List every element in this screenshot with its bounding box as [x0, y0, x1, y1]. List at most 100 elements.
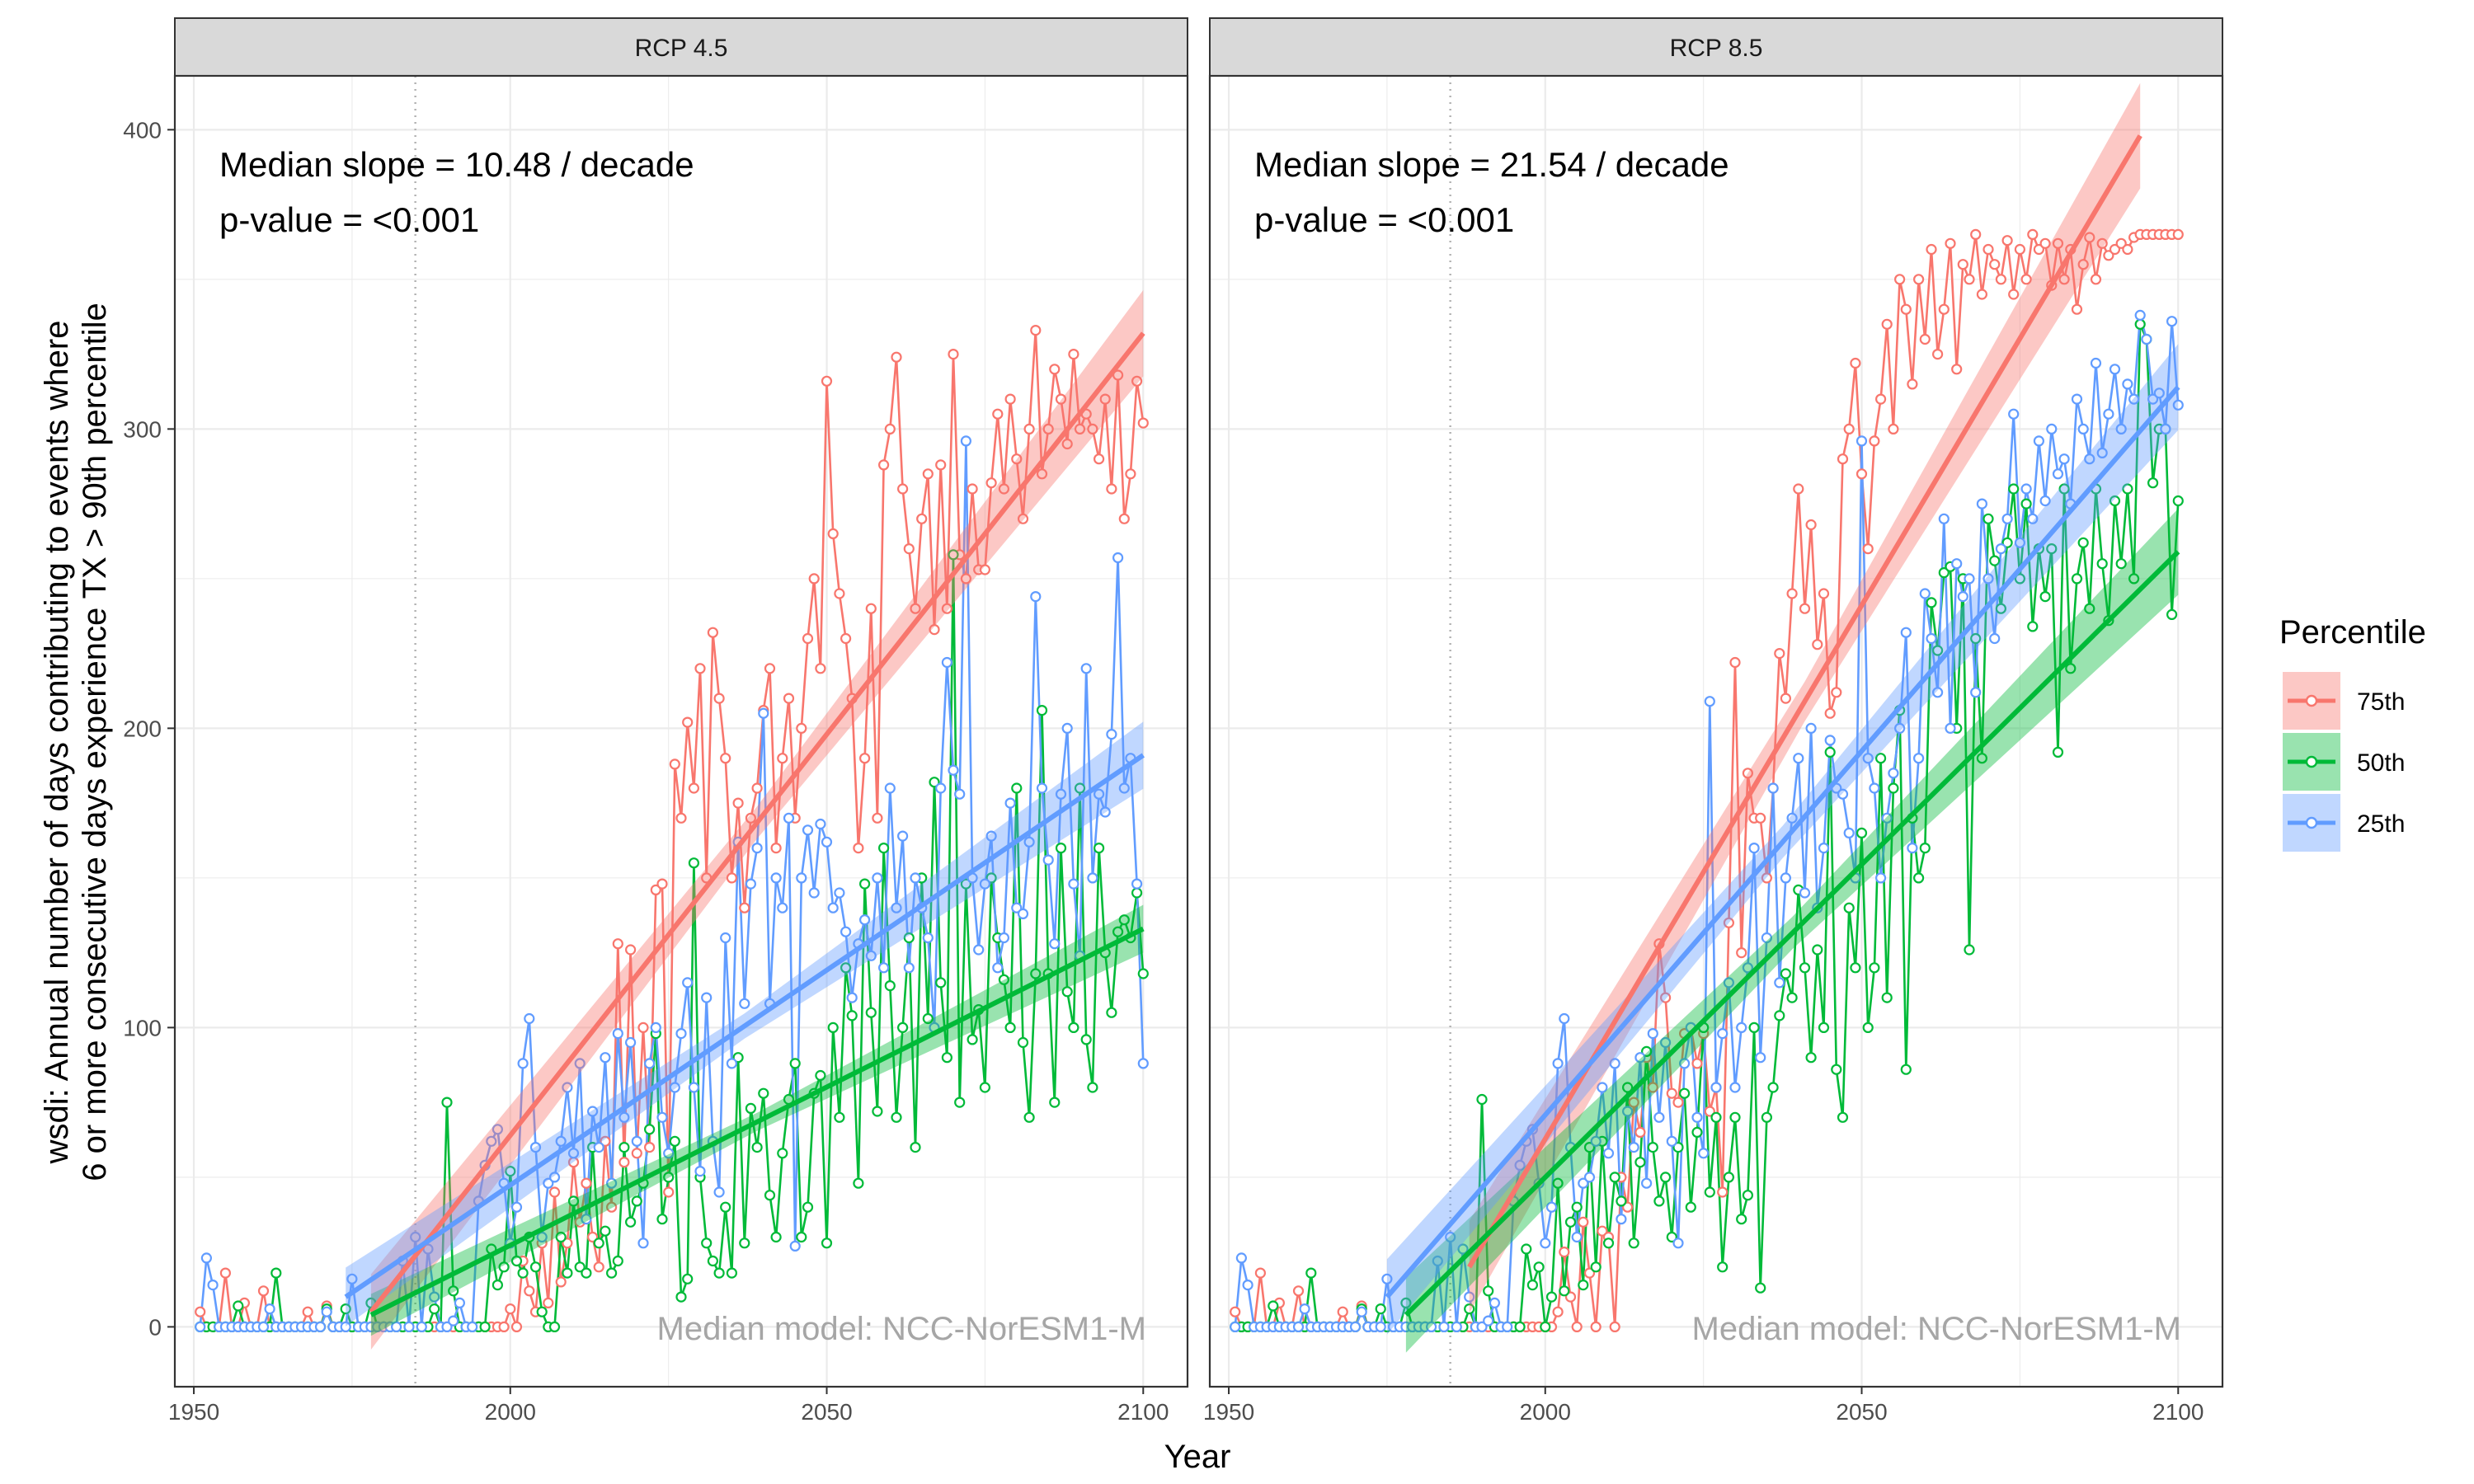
data-point [1932, 349, 1944, 360]
data-point [1888, 423, 1899, 435]
data-point [985, 872, 997, 884]
data-point [858, 878, 871, 890]
data-point [618, 1157, 630, 1168]
data-point [1552, 1306, 1564, 1317]
data-point [739, 998, 750, 1009]
data-point [2052, 468, 2064, 480]
data-point [941, 1052, 953, 1064]
trend-line-50th [369, 926, 1145, 1317]
data-point [1786, 588, 1798, 599]
data-point [1634, 1126, 1646, 1139]
data-point [1907, 842, 1918, 854]
panel-1: RCP 8.5 Median slope = 21.54 / decade p-va… [1203, 17, 2224, 1425]
data-point [1767, 1082, 1779, 1093]
data-point [1843, 423, 1855, 435]
data-point [2033, 435, 2044, 447]
data-point [441, 1097, 453, 1108]
data-point [985, 477, 997, 489]
data-point [948, 764, 959, 776]
data-point [631, 1148, 642, 1159]
data-point [815, 818, 826, 830]
data-point [1628, 1097, 1639, 1108]
data-point [726, 1267, 738, 1279]
data-point [903, 932, 915, 944]
legend-label: 75th [2357, 688, 2405, 716]
data-point [656, 1214, 668, 1225]
trend-line-25th [1385, 385, 2180, 1299]
data-point [1634, 1157, 1646, 1168]
data-point [543, 1297, 554, 1309]
data-point [1004, 393, 1016, 405]
x-tick-label: 1950 [168, 1399, 219, 1425]
data-point [1717, 1261, 1729, 1273]
data-point [1061, 722, 1073, 735]
x-tick-label: 2050 [1836, 1399, 1887, 1425]
legend-title: Percentile [2279, 614, 2426, 650]
data-point [257, 1321, 270, 1333]
data-point [1938, 513, 1950, 524]
data-point [2172, 228, 2184, 240]
data-point [694, 1165, 706, 1177]
data-point [410, 1231, 421, 1243]
data-point [770, 1231, 782, 1243]
data-point [498, 1261, 510, 1273]
data-point [1799, 962, 1811, 974]
data-point [1337, 1306, 1348, 1317]
data-point [1583, 1141, 1596, 1153]
data-point [448, 1285, 459, 1297]
data-point [1888, 768, 1899, 779]
data-point [941, 656, 953, 669]
data-point [1023, 836, 1035, 848]
data-point [783, 812, 795, 824]
data-point [764, 1190, 776, 1201]
data-point [891, 351, 902, 363]
data-point [827, 528, 839, 540]
data-point [1628, 1237, 1639, 1249]
data-point [631, 1135, 642, 1147]
data-point [2096, 447, 2108, 459]
data-point [403, 1321, 415, 1333]
data-point [1900, 627, 1912, 638]
data-point [1621, 1106, 1634, 1117]
data-point [877, 962, 890, 974]
data-point [1666, 1135, 1677, 1147]
data-point [682, 977, 694, 989]
data-point [1761, 1111, 1772, 1123]
data-point [346, 1273, 358, 1284]
data-point [2001, 235, 2013, 247]
data-point [574, 1261, 586, 1273]
data-point [663, 1186, 675, 1198]
data-point [2147, 393, 2159, 405]
data-point [669, 758, 680, 770]
data-point [1717, 1027, 1729, 1040]
data-point [2020, 483, 2032, 495]
x-tick-label: 2100 [2152, 1399, 2204, 1425]
data-point [2077, 537, 2089, 548]
data-point [416, 1321, 427, 1333]
data-point [650, 884, 661, 896]
data-point [1292, 1321, 1305, 1333]
data-point [1938, 566, 1950, 579]
data-point [1862, 1021, 1874, 1034]
data-point [219, 1267, 231, 1279]
data-point [2115, 558, 2127, 570]
data-point [600, 1135, 611, 1147]
data-point [1742, 1190, 1753, 1201]
data-point [1578, 1177, 1589, 1189]
data-point [1356, 1306, 1367, 1317]
data-point [1742, 962, 1753, 974]
data-point [656, 1111, 668, 1123]
data-point [1729, 1082, 1741, 1093]
data-point [1597, 1082, 1608, 1093]
data-point [1628, 1141, 1639, 1153]
data-point [2122, 378, 2133, 390]
data-point [1995, 274, 2006, 285]
data-point [941, 603, 953, 614]
data-point [1831, 687, 1842, 698]
data-point [1030, 590, 1042, 603]
data-point [1919, 842, 1931, 854]
data-point [1564, 1291, 1577, 1303]
trend-line-75th [1467, 134, 2142, 1269]
data-point [1755, 1282, 1766, 1294]
y-tick-label: 0 [148, 1314, 162, 1340]
